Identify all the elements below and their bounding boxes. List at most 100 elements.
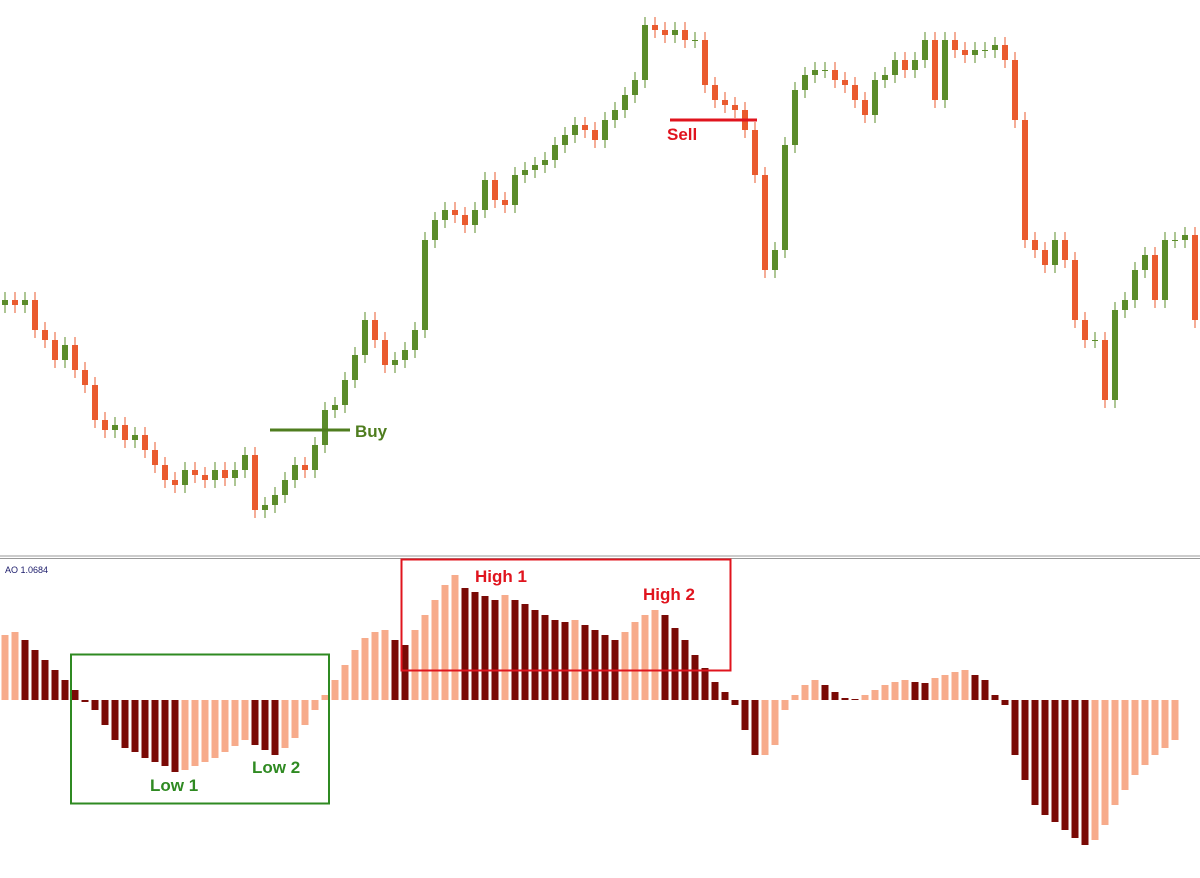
candle-body (282, 480, 288, 495)
candle-body (382, 340, 388, 365)
candle-body (792, 90, 798, 145)
ao-bar (181, 700, 189, 770)
candle-body (1032, 240, 1038, 250)
ao-bar (711, 682, 719, 700)
candle-body (602, 120, 608, 140)
candle-body (242, 455, 248, 470)
candle-body (482, 180, 488, 210)
candle-body (612, 110, 618, 120)
ao-bar (291, 700, 299, 738)
candle-body (442, 210, 448, 220)
ao-bar (741, 700, 749, 730)
ao-bar (911, 682, 919, 700)
ao-bar (51, 670, 59, 700)
candle-body (32, 300, 38, 330)
candle-body (322, 410, 328, 445)
candle-body (812, 70, 818, 75)
candle-body (352, 355, 358, 380)
candle-body (42, 330, 48, 340)
ao-bar (281, 700, 289, 748)
ao-bar (411, 630, 419, 700)
candle-body (652, 25, 658, 30)
candle-body (372, 320, 378, 340)
candle-body (622, 95, 628, 110)
candle-body (902, 60, 908, 70)
candle-body (22, 300, 28, 305)
candle-body (252, 455, 258, 510)
ao-bar (871, 690, 879, 700)
candle-body (432, 220, 438, 240)
candle-body (1002, 45, 1008, 60)
ao-bar (771, 700, 779, 745)
ao-bar (301, 700, 309, 725)
ao-bar (851, 699, 859, 700)
candle-body (512, 175, 518, 205)
ao-bar (1111, 700, 1119, 805)
candle-body (262, 505, 268, 510)
high-box (400, 558, 732, 672)
candle-body (392, 360, 398, 365)
candle-body (542, 160, 548, 165)
ao-bar (571, 620, 579, 700)
ao-bar (1, 635, 9, 700)
ao-bar (431, 600, 439, 700)
candle-body (1162, 240, 1168, 300)
candle-body (1052, 240, 1058, 265)
ao-bar (451, 575, 459, 700)
candle-body (1072, 260, 1078, 320)
candle-body (1012, 60, 1018, 120)
candle-body (152, 450, 158, 465)
ao-bar (121, 700, 129, 748)
ao-bar (651, 610, 659, 700)
candle-body (682, 30, 688, 40)
candle-body (1022, 120, 1028, 240)
candle-body (52, 340, 58, 360)
candle-body (112, 425, 118, 430)
candle-body (772, 250, 778, 270)
candle-body (962, 50, 968, 55)
ao-bar (201, 700, 209, 762)
ao-bar (1011, 700, 1019, 755)
ao-bar (1021, 700, 1029, 780)
ao-bar (491, 600, 499, 700)
candle-body (62, 345, 68, 360)
ao-bar (521, 604, 529, 700)
extreme-label: High 1 (475, 567, 527, 586)
ao-bar (41, 660, 49, 700)
ao-bar (881, 685, 889, 700)
ao-bar (991, 695, 999, 700)
ao-bar (1081, 700, 1089, 845)
ao-bar (751, 700, 759, 755)
ao-bar (891, 682, 899, 700)
ao-bar (761, 700, 769, 755)
ao-bar (271, 700, 279, 755)
ao-bar (21, 640, 29, 700)
candle-body (892, 60, 898, 75)
candle-body (362, 320, 368, 355)
ao-bar (31, 650, 39, 700)
low-box (70, 653, 330, 805)
ao-bar (361, 638, 369, 700)
candle-body (1102, 340, 1108, 400)
ao-bar (731, 700, 739, 705)
candle-body (1062, 240, 1068, 260)
candle-body (1192, 235, 1198, 320)
candle-body (582, 125, 588, 130)
candle-body (572, 125, 578, 135)
ao-bar (671, 628, 679, 700)
candle-body (982, 50, 988, 51)
ao-bar (1041, 700, 1049, 815)
ao-bar (811, 680, 819, 700)
ao-bar (961, 670, 969, 700)
ao-bar (331, 680, 339, 700)
ao-bar (241, 700, 249, 740)
ao-bar (721, 692, 729, 700)
ao-bar (261, 700, 269, 750)
candle-body (452, 210, 458, 215)
ao-bar (481, 596, 489, 700)
ao-bar (941, 675, 949, 700)
ao-bar (231, 700, 239, 746)
candle-body (172, 480, 178, 485)
candle-body (932, 40, 938, 100)
